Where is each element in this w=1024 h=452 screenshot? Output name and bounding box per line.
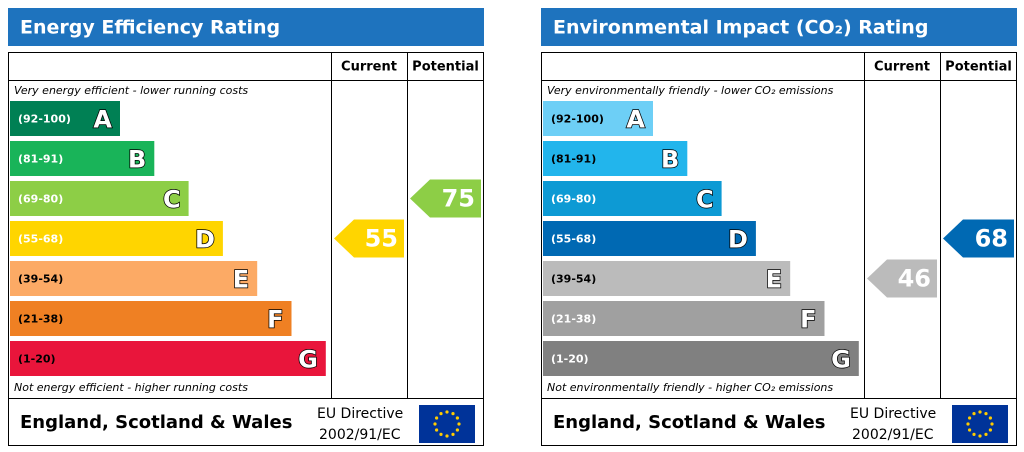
column-header: Current bbox=[874, 60, 930, 75]
eu-star bbox=[968, 428, 972, 432]
eu-star bbox=[968, 416, 972, 420]
title-bar bbox=[8, 8, 484, 46]
rating-band bbox=[543, 301, 825, 336]
rating-band bbox=[10, 141, 155, 176]
eu-star bbox=[455, 428, 459, 432]
column-header: Potential bbox=[412, 60, 479, 75]
band-letter: F bbox=[800, 306, 816, 334]
band-letter: D bbox=[728, 226, 748, 254]
band-range: (92-100) bbox=[551, 113, 604, 126]
band-range: (39-54) bbox=[551, 273, 596, 286]
top-note: Very environmentally friendly - lower CO… bbox=[547, 84, 834, 97]
rating-value: 55 bbox=[365, 225, 398, 253]
rating-band bbox=[543, 261, 791, 296]
panel-title: Energy Efficiency Rating bbox=[20, 17, 280, 39]
band-letter: A bbox=[93, 106, 112, 134]
band-letter: A bbox=[626, 106, 645, 134]
eu-star bbox=[457, 422, 461, 426]
eu-star bbox=[445, 434, 449, 438]
band-letter: E bbox=[233, 266, 249, 294]
footer-directive: EU Directive bbox=[317, 406, 403, 422]
band-letter: D bbox=[195, 226, 215, 254]
band-range: (21-38) bbox=[18, 313, 63, 326]
eu-star bbox=[435, 428, 439, 432]
rating-arrow bbox=[410, 179, 481, 218]
rating-band bbox=[543, 221, 756, 256]
eu-star bbox=[451, 412, 455, 416]
top-note: Very energy efficient - lower running co… bbox=[14, 84, 248, 97]
rating-value: 46 bbox=[898, 265, 931, 293]
band-letter: E bbox=[766, 266, 782, 294]
rating-band bbox=[10, 341, 326, 376]
rating-band bbox=[543, 141, 688, 176]
footer-code: 2002/91/EC bbox=[852, 427, 934, 443]
eu-star bbox=[451, 432, 455, 436]
rating-band bbox=[543, 181, 722, 216]
rating-arrow bbox=[943, 219, 1014, 258]
footer-region: England, Scotland & Wales bbox=[20, 412, 292, 433]
band-letter: B bbox=[661, 146, 679, 174]
band-range: (81-91) bbox=[551, 153, 596, 166]
band-letter: C bbox=[696, 186, 714, 214]
rating-arrow bbox=[867, 259, 937, 298]
rating-band bbox=[10, 101, 120, 136]
eu-star bbox=[972, 432, 976, 436]
band-letter: G bbox=[298, 346, 318, 374]
band-range: (69-80) bbox=[18, 193, 63, 206]
rating-value: 75 bbox=[442, 185, 475, 213]
band-letter: G bbox=[831, 346, 851, 374]
eu-star bbox=[455, 416, 459, 420]
band-range: (1-20) bbox=[18, 353, 56, 366]
panel-title: Environmental Impact (CO₂) Rating bbox=[553, 17, 928, 39]
band-range: (39-54) bbox=[18, 273, 63, 286]
band-range: (21-38) bbox=[551, 313, 596, 326]
band-range: (55-68) bbox=[18, 233, 63, 246]
rating-band bbox=[543, 341, 859, 376]
eu-star bbox=[990, 422, 994, 426]
rating-band bbox=[10, 181, 189, 216]
band-letter: B bbox=[128, 146, 146, 174]
eu-star bbox=[978, 434, 982, 438]
bottom-note: Not environmentally friendly - higher CO… bbox=[547, 381, 833, 394]
eu-star bbox=[988, 416, 992, 420]
bottom-note: Not energy efficient - higher running co… bbox=[14, 381, 248, 394]
footer-directive: EU Directive bbox=[850, 406, 936, 422]
title-bar bbox=[541, 8, 1017, 46]
eu-star bbox=[988, 428, 992, 432]
eu-star bbox=[978, 410, 982, 414]
eu-star bbox=[984, 412, 988, 416]
rating-band bbox=[10, 261, 258, 296]
band-range: (1-20) bbox=[551, 353, 589, 366]
eu-star bbox=[435, 416, 439, 420]
eu-star bbox=[984, 432, 988, 436]
eu-star bbox=[445, 410, 449, 414]
band-range: (92-100) bbox=[18, 113, 71, 126]
table-frame bbox=[541, 52, 1017, 446]
eu-star bbox=[439, 412, 443, 416]
footer-region: England, Scotland & Wales bbox=[553, 412, 825, 433]
eu-star bbox=[439, 432, 443, 436]
rating-band bbox=[10, 301, 292, 336]
eu-star bbox=[972, 412, 976, 416]
column-header: Potential bbox=[945, 60, 1012, 75]
rating-value: 68 bbox=[975, 225, 1008, 253]
rating-band bbox=[543, 101, 653, 136]
eu-star bbox=[966, 422, 970, 426]
rating-arrow bbox=[334, 219, 404, 258]
rating-band bbox=[10, 221, 223, 256]
band-range: (69-80) bbox=[551, 193, 596, 206]
band-range: (81-91) bbox=[18, 153, 63, 166]
band-letter: C bbox=[163, 186, 181, 214]
column-header: Current bbox=[341, 60, 397, 75]
eu-star bbox=[433, 422, 437, 426]
footer-code: 2002/91/EC bbox=[319, 427, 401, 443]
table-frame bbox=[8, 52, 484, 446]
band-letter: F bbox=[267, 306, 283, 334]
band-range: (55-68) bbox=[551, 233, 596, 246]
